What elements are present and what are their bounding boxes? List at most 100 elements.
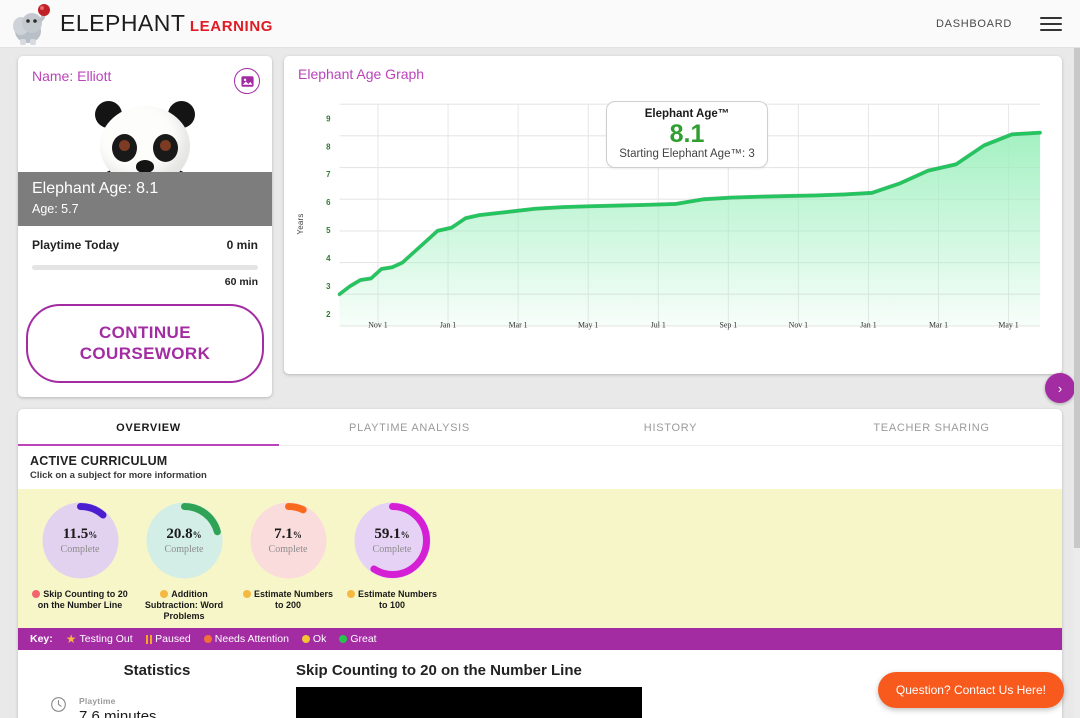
active-curriculum-header: ACTIVE CURRICULUM Click on a subject for… <box>18 446 1062 489</box>
status-dot-icon <box>160 589 169 598</box>
key-item-label: Testing Out <box>79 633 133 646</box>
tab-teacher-sharing[interactable]: TEACHER SHARING <box>873 421 990 434</box>
subject-card[interactable]: 7.1% Complete Estimate Numbers to 200 <box>236 499 340 623</box>
progress-donut[interactable]: 7.1% Complete <box>247 499 330 582</box>
svg-text:9: 9 <box>326 114 331 123</box>
image-picture-icon[interactable] <box>234 68 260 94</box>
playtime-label: Playtime Today <box>32 238 120 252</box>
subject-complete-label: Complete <box>268 543 308 555</box>
continue-line-2: COURSEWORK <box>79 344 211 364</box>
clock-icon <box>50 691 70 718</box>
key-item: Needs Attention <box>203 633 289 645</box>
percent-symbol: % <box>400 529 410 540</box>
student-name: Name: Elliott <box>32 68 112 84</box>
lesson-title: Skip Counting to 20 on the Number Line <box>296 662 582 680</box>
svg-text:May 1: May 1 <box>998 321 1018 330</box>
subject-card[interactable]: 59.1% Complete Estimate Numbers to 100 <box>340 499 444 623</box>
top-row: Name: Elliott <box>18 56 1075 403</box>
brand-logo[interactable]: ELEPHANT LEARNING <box>8 1 273 47</box>
svg-text:Mar 1: Mar 1 <box>509 321 528 330</box>
playtime-value: 0 min <box>226 238 258 252</box>
tab-history[interactable]: HISTORY <box>643 421 698 434</box>
top-header-bar: ELEPHANT LEARNING DASHBOARD <box>0 0 1080 48</box>
student-card-header: Name: Elliott <box>18 56 272 94</box>
subjects-strip: 11.5% Complete Skip Counting to 20 on the … <box>18 488 1062 629</box>
chart-title: Elephant Age Graph <box>298 66 425 82</box>
brand-text: ELEPHANT LEARNING <box>60 12 273 35</box>
svg-text:Nov 1: Nov 1 <box>368 321 388 330</box>
lesson-video-player[interactable]: ELEPHANT <box>296 687 642 718</box>
star-icon: ★ <box>65 632 77 647</box>
svg-text:Sep 1: Sep 1 <box>719 321 737 330</box>
progress-donut[interactable]: 59.1% Complete <box>351 499 434 582</box>
percent-symbol: % <box>292 529 302 540</box>
subject-label: Estimate Numbers to 100 <box>340 589 444 612</box>
key-item-label: Great <box>350 633 377 646</box>
hamburger-menu-icon[interactable] <box>1040 16 1062 31</box>
scrollbar-thumb[interactable] <box>1074 48 1080 548</box>
subject-percent: 11.5% <box>62 525 98 542</box>
subject-label: Addition Subtraction: Word Problems <box>144 588 224 622</box>
subject-list: 11.5% Complete Skip Counting to 20 on the … <box>18 499 1062 623</box>
svg-text:Jan 1: Jan 1 <box>860 321 876 330</box>
progress-donut[interactable]: 20.8% Complete <box>143 499 226 582</box>
svg-text:5: 5 <box>326 226 331 235</box>
dot-icon <box>203 635 212 644</box>
header-nav: DASHBOARD <box>936 16 1062 31</box>
subject-label: Skip Counting to 20 on the Number Line <box>28 589 132 612</box>
svg-text:6: 6 <box>326 198 331 207</box>
elephant-age-strip: Elephant Age: 8.1 Age: 5.7 <box>18 172 272 226</box>
subject-card[interactable]: 20.8% Complete Addition Subtraction: Word … <box>132 499 236 623</box>
nav-dashboard-link[interactable]: DASHBOARD <box>936 17 1012 30</box>
playtime-block: Playtime Today 0 min 60 min <box>18 226 272 294</box>
statistic-label: Playtime <box>79 696 116 707</box>
svg-text:4: 4 <box>326 254 331 263</box>
elephant-age-value: Elephant Age: 8.1 <box>32 180 159 197</box>
subject-card[interactable]: 11.5% Complete Skip Counting to 20 on the … <box>28 499 132 623</box>
page-body: Name: Elliott <box>0 48 1080 718</box>
svg-text:Mar 1: Mar 1 <box>929 321 948 330</box>
subject-complete-label: Complete <box>372 543 412 555</box>
svg-text:8: 8 <box>326 142 331 151</box>
subject-percent: 7.1% <box>274 525 302 542</box>
svg-text:May 1: May 1 <box>578 321 598 330</box>
subject-label: Estimate Numbers to 200 <box>236 589 340 612</box>
brand-name-bottom: LEARNING <box>189 18 274 35</box>
svg-text:7: 7 <box>326 170 331 179</box>
pause-icon <box>145 634 153 644</box>
continue-coursework-button[interactable]: CONTINUE COURSEWORK <box>26 304 264 383</box>
svg-text:3: 3 <box>326 282 331 291</box>
subject-percent: 59.1% <box>374 525 410 542</box>
subject-percent: 20.8% <box>166 525 202 542</box>
elephant-logo-icon <box>8 1 54 47</box>
continue-line-1: CONTINUE <box>99 323 191 342</box>
brand-name-top: ELEPHANT <box>60 10 186 36</box>
tooltip-value: 8.1 <box>669 120 705 148</box>
page-scrollbar[interactable] <box>1074 48 1080 718</box>
statistics-title: Statistics <box>123 662 191 680</box>
status-key-bar: Key: ★ Testing Out Paused Needs Attention Ok… <box>18 628 1062 651</box>
tab-overview[interactable]: OVERVIEW <box>18 409 279 446</box>
dot-icon <box>339 635 348 644</box>
active-curriculum-subtitle: Click on a subject for more information <box>30 469 207 481</box>
status-dot-icon <box>242 589 251 598</box>
contact-us-chat-button[interactable]: Question? Contact Us Here! <box>877 672 1064 708</box>
progress-donut[interactable]: 11.5% Complete <box>39 499 122 582</box>
status-dot-icon <box>346 589 355 598</box>
chart-axis-labels: 2 3 4 5 6 7 8 9 Nov 1 Jan 1 Mar 1 May 1 Jul 1 Sep 1 No… <box>326 114 1019 330</box>
tooltip-title: Elephant Age™ <box>644 108 730 120</box>
chevron-right-icon[interactable]: › <box>1045 373 1075 403</box>
status-dot-icon <box>32 589 41 598</box>
tab-playtime-analysis[interactable]: PLAYTIME ANALYSIS <box>349 421 470 434</box>
subject-complete-label: Complete <box>60 543 100 555</box>
key-item: ★ Testing Out <box>66 632 133 646</box>
playtime-max-label: 60 min <box>224 276 258 288</box>
key-item: Great <box>339 633 377 646</box>
elephant-age-tooltip: Elephant Age™ 8.1 Starting Elephant Age™… <box>606 101 768 168</box>
dot-icon <box>301 635 310 644</box>
key-item-label: Ok <box>312 633 327 646</box>
key-item-label: Paused <box>155 633 191 646</box>
tooltip-footnote: Starting Elephant Age™: 3 <box>619 148 755 160</box>
